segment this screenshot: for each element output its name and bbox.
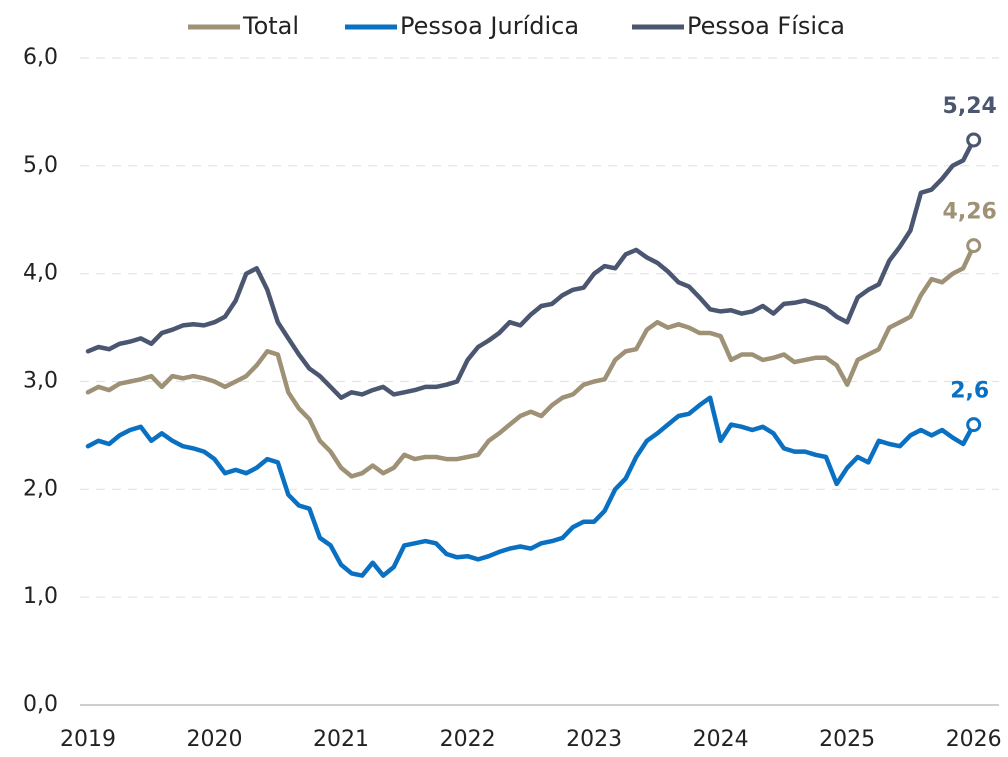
x-tick-label: 2023 [566, 727, 622, 752]
series-line [85, 395, 976, 578]
x-tick-label: 2020 [187, 727, 243, 752]
end-marker [966, 238, 982, 254]
data-label: 5,24 [943, 94, 997, 119]
series-line [85, 243, 976, 479]
data-label: 2,6 [950, 379, 989, 404]
y-tick-label: 2,0 [23, 476, 58, 501]
end-marker [966, 417, 982, 433]
x-tick-label: 2022 [440, 727, 496, 752]
legend-label: Pessoa Física [687, 12, 845, 40]
y-tick-label: 4,0 [23, 261, 58, 286]
x-tick-label: 2021 [313, 727, 369, 752]
y-tick-label: 5,0 [23, 153, 58, 178]
y-tick-label: 3,0 [23, 369, 58, 394]
y-tick-label: 6,0 [23, 45, 58, 70]
legend-label: Pessoa Jurídica [400, 12, 579, 40]
legend-label: Total [242, 12, 299, 40]
y-tick-label: 1,0 [23, 584, 58, 609]
end-marker [966, 132, 982, 148]
y-tick-label: 0,0 [23, 692, 58, 717]
x-tick-label: 2025 [819, 727, 875, 752]
x-tick-label: 2024 [693, 727, 749, 752]
data-label: 4,26 [943, 200, 997, 225]
series-line [85, 137, 976, 400]
x-tick-label: 2019 [60, 727, 116, 752]
x-tick-label: 2026 [946, 727, 1002, 752]
